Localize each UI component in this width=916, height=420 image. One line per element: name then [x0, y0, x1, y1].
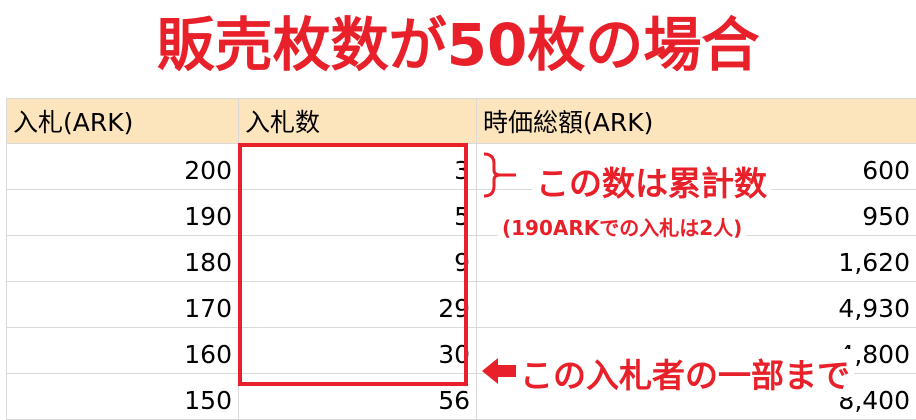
- partial-note: この入札者の一部まで: [516, 349, 854, 397]
- column-header-bid[interactable]: 入札(ARK): [7, 99, 239, 144]
- detail-note: (190ARKでの入札は2人): [498, 212, 746, 241]
- arrow-left-icon: [482, 356, 516, 386]
- cell-market-value[interactable]: 4,930: [477, 282, 916, 328]
- cell-bid[interactable]: 200: [7, 144, 239, 190]
- cell-bid[interactable]: 190: [7, 190, 239, 236]
- column-header-market-value[interactable]: 時価総額(ARK): [477, 99, 916, 144]
- cumulative-note: この数は累計数: [532, 157, 771, 205]
- cell-market-value[interactable]: 1,620: [477, 236, 916, 282]
- page-title: 販売枚数が50枚の場合: [0, 2, 916, 88]
- cell-bid[interactable]: 180: [7, 236, 239, 282]
- bid-count-highlight-box: [238, 143, 468, 386]
- cell-bid[interactable]: 170: [7, 282, 239, 328]
- header-row: 入札(ARK) 入札数 時価総額(ARK): [7, 99, 916, 144]
- cell-bid[interactable]: 160: [7, 328, 239, 374]
- column-header-bid-count[interactable]: 入札数: [239, 99, 477, 144]
- brace-icon: [482, 152, 502, 198]
- cell-bid[interactable]: 150: [7, 374, 239, 420]
